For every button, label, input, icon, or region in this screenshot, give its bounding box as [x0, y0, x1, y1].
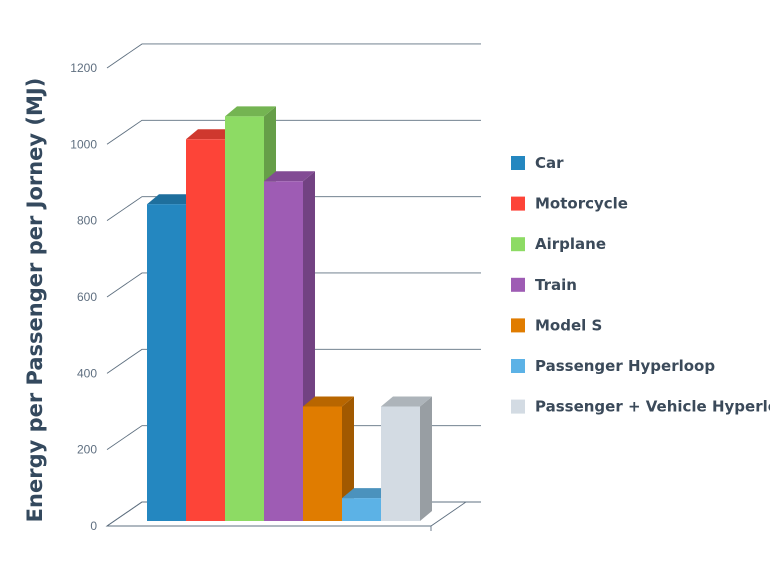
legend-item: Passenger + Vehicle Hyperloop: [511, 398, 770, 416]
y-axis-ticks: 0 200 400 600 800 1000 1200: [70, 61, 97, 533]
bar-top: [303, 396, 354, 407]
legend-label: Airplane: [535, 235, 606, 253]
legend-swatch: [511, 277, 525, 292]
bar-front: [186, 139, 225, 522]
bar-top: [264, 171, 315, 182]
gridline: [106, 196, 481, 222]
y-tick-label: 800: [77, 214, 97, 228]
legend-swatch: [511, 318, 525, 333]
bar-side: [420, 396, 432, 521]
gridline: [106, 119, 481, 145]
legend-label: Passenger + Vehicle Hyperloop: [535, 398, 770, 416]
bar-front: [264, 181, 303, 522]
legend-item: Passenger Hyperloop: [511, 357, 715, 375]
legend-label: Passenger Hyperloop: [535, 357, 715, 375]
legend-swatch: [511, 196, 525, 211]
bar-front: [225, 116, 264, 521]
legend-swatch: [511, 399, 525, 414]
legend: Car Motorcycle Airplane Train Model S Passeng…: [511, 154, 770, 416]
legend-item: Motorcycle: [511, 195, 628, 213]
bar-front: [381, 406, 420, 521]
y-tick-label: 200: [77, 443, 97, 457]
bar-side: [342, 396, 354, 521]
bar-top: [342, 488, 393, 499]
legend-item: Model S: [511, 316, 602, 334]
gridline: [106, 43, 481, 69]
y-tick-label: 0: [90, 519, 97, 533]
legend-label: Car: [535, 154, 564, 172]
bar: [303, 396, 354, 521]
legend-item: Train: [511, 276, 577, 294]
legend-swatch: [511, 237, 525, 252]
y-axis-label: Energy per Passenger per Jorney (MJ): [23, 78, 47, 523]
gridline: [106, 272, 481, 298]
legend-item: Car: [511, 154, 564, 172]
legend-item: Airplane: [511, 235, 606, 253]
gridline: [106, 348, 481, 374]
y-tick-label: 400: [77, 366, 97, 380]
legend-swatch: [511, 156, 525, 170]
bar-front: [342, 498, 381, 521]
bar-top: [186, 129, 237, 140]
gridline: [106, 425, 481, 451]
bar: [381, 396, 432, 521]
legend-label: Train: [535, 276, 577, 294]
y-tick-label: 1200: [70, 61, 97, 75]
bar-top: [225, 106, 276, 117]
legend-label: Motorcycle: [535, 195, 628, 213]
bar-front: [303, 406, 342, 521]
bar-top: [381, 396, 432, 407]
legend-swatch: [511, 359, 525, 373]
y-tick-label: 1000: [70, 137, 97, 151]
y-tick-label: 600: [77, 290, 97, 304]
chart-grid: [105, 43, 481, 531]
legend-label: Model S: [535, 316, 602, 334]
chart-bars: [147, 106, 432, 522]
bar-front: [147, 204, 186, 521]
bar-top: [147, 194, 198, 205]
